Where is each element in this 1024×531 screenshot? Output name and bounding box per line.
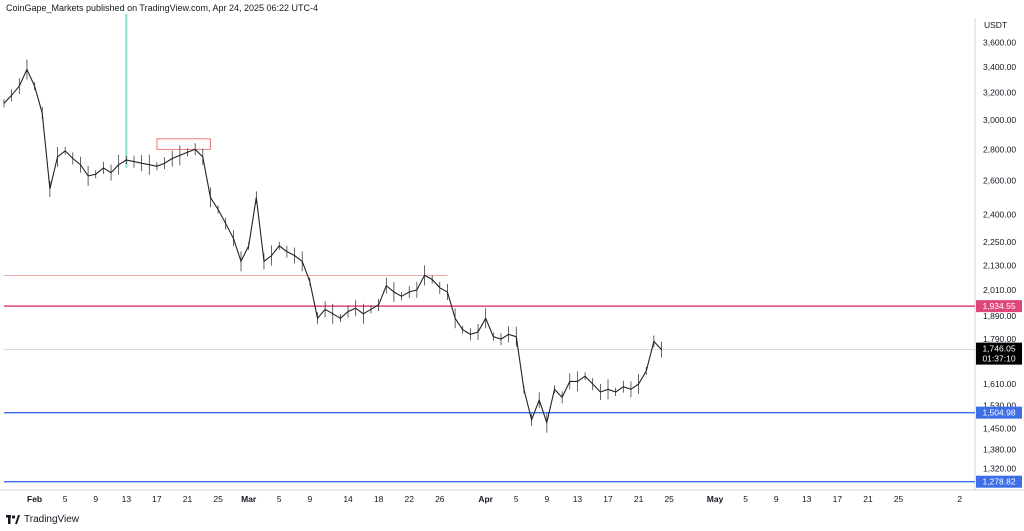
x-tick-label: 5 [743,494,748,504]
x-tick-label: 5 [63,494,68,504]
y-tick-label: 1,890.00 [983,311,1016,321]
x-tick-label: 25 [894,494,904,504]
y-tick-label: 3,600.00 [983,38,1016,48]
horizontal-levels [4,305,975,483]
y-tick-label: 1,380.00 [983,444,1016,454]
zone-box [156,138,211,150]
x-tick-label: Feb [27,494,42,504]
annotation-zones [4,14,975,350]
x-tick-label: 5 [277,494,282,504]
x-tick-label: 13 [122,494,132,504]
x-tick-label: 26 [435,494,445,504]
currency-label: USDT [984,20,1007,30]
x-tick-label: 9 [307,494,312,504]
support-label-bg [976,406,1022,419]
tradingview-brand: TradingView [24,514,80,525]
x-tick-label: May [707,494,724,504]
x-tick-label: 5 [514,494,519,504]
x-tick-label: 25 [664,494,674,504]
y-tick-label: 2,600.00 [983,176,1016,186]
y-tick-label: 2,250.00 [983,237,1016,247]
time-axis: Feb 5 9 13 17 21 25 Mar 5 9 14 18 22 26 Apr 5 9 13 17 21 25 M… [27,494,962,504]
price-axis: 3,600.00 3,400.00 3,200.00 3,000.00 2,800.00… [983,38,1016,474]
y-tick-label: 1,790.00 [983,334,1016,344]
x-tick-label: 9 [93,494,98,504]
support-label: 1,504.98 [982,408,1015,418]
tradingview-logo-icon [6,515,20,524]
y-tick-label: 1,530.00 [983,401,1016,411]
price-series [3,59,662,433]
lower-support-label-bg [976,475,1022,488]
x-tick-label: 21 [863,494,873,504]
x-tick-label: 22 [404,494,414,504]
y-tick-label: 1,320.00 [983,463,1016,473]
x-tick-label: 9 [774,494,779,504]
footer: TradingView [6,514,79,525]
x-tick-label: Mar [241,494,257,504]
x-tick-label: 21 [183,494,193,504]
x-tick-label: 17 [833,494,843,504]
lower-support-label: 1,278.82 [982,477,1015,487]
resistance-label: 1,934.55 [982,301,1015,311]
y-tick-label: 1,450.00 [983,423,1016,433]
x-tick-label: 13 [802,494,812,504]
x-tick-label: 2 [957,494,962,504]
price-line [3,68,662,425]
x-tick-label: 25 [213,494,223,504]
countdown-label: 01:37:10 [982,354,1015,364]
x-tick-label: 18 [374,494,384,504]
publisher-header: CoinGape_Markets published on TradingVie… [6,3,319,13]
x-tick-label: 14 [343,494,353,504]
x-tick-label: 17 [603,494,613,504]
y-tick-label: 2,130.00 [983,260,1016,270]
y-tick-label: 3,400.00 [983,62,1016,72]
x-tick-label: 21 [634,494,644,504]
current-price-box [976,342,1022,365]
y-tick-label: 3,200.00 [983,88,1016,98]
y-tick-label: 2,800.00 [983,144,1016,154]
current-price-label: 1,746.05 [982,344,1015,354]
x-tick-label: 9 [544,494,549,504]
resistance-label-bg [976,300,1022,313]
y-tick-label: 3,000.00 [983,115,1016,125]
x-tick-label: 17 [152,494,162,504]
y-tick-label: 1,610.00 [983,379,1016,389]
y-tick-label: 2,400.00 [983,210,1016,220]
x-tick-label: Apr [478,494,493,504]
y-tick-label: 2,010.00 [983,285,1016,295]
x-tick-label: 13 [573,494,583,504]
